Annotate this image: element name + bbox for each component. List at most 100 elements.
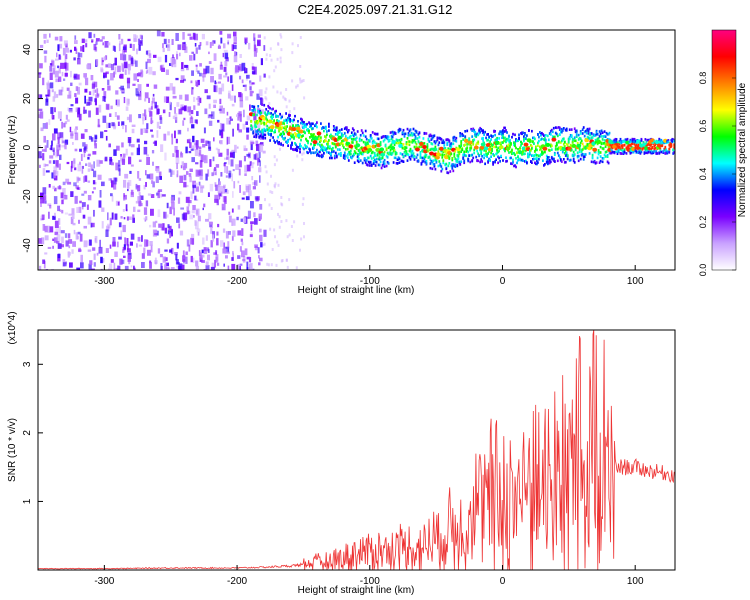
- noise-cell: [202, 143, 206, 148]
- noise-cell: [210, 228, 213, 234]
- noise-cell: [77, 86, 80, 95]
- noise-cell: [57, 243, 62, 249]
- signal-cell: [343, 132, 346, 135]
- noise-cell: [192, 184, 196, 189]
- signal-cell: [544, 138, 547, 142]
- signal-cell: [575, 129, 578, 133]
- noise-cell: [196, 208, 200, 216]
- signal-cell: [295, 124, 297, 127]
- signal-cell: [609, 151, 612, 155]
- signal-cell: [264, 129, 267, 133]
- noise-cell: [242, 217, 247, 223]
- noise-cell: [215, 164, 220, 168]
- signal-cell: [606, 133, 609, 136]
- signal-cell: [265, 117, 268, 120]
- noise-cell: [259, 144, 264, 153]
- noise-cell: [118, 160, 121, 167]
- noise-cell: [120, 230, 123, 237]
- signal-cell: [546, 161, 549, 164]
- signal-cell: [515, 139, 517, 143]
- snr-x-ticks: -300 -200 -100 0 100: [94, 565, 644, 587]
- signal-cell: [283, 122, 285, 125]
- signal-cell: [401, 132, 404, 136]
- signal-cell: [338, 143, 341, 147]
- signal-cell: [646, 151, 649, 155]
- signal-cell: [547, 161, 550, 165]
- signal-cell: [618, 140, 621, 143]
- noise-cell: [249, 262, 253, 270]
- noise-cell: [178, 263, 183, 270]
- signal-cell: [498, 156, 500, 160]
- noise-cell: [158, 223, 162, 228]
- signal-cell: [368, 161, 371, 164]
- noise-cell: [238, 160, 242, 168]
- noise-cell: [224, 248, 228, 254]
- signal-cell: [581, 132, 584, 135]
- signal-cell: [441, 153, 444, 156]
- signal-cell: [313, 143, 315, 147]
- signal-cell: [594, 150, 597, 154]
- signal-peak: [584, 138, 590, 143]
- signal-cell: [431, 137, 434, 140]
- noise-cell: [93, 170, 97, 178]
- signal-cell: [591, 153, 594, 157]
- signal-cell: [570, 134, 573, 137]
- signal-cell: [271, 113, 273, 117]
- signal-cell: [464, 154, 467, 157]
- signal-cell: [266, 118, 269, 122]
- signal-cell: [547, 156, 550, 159]
- noise-cell: [188, 151, 192, 154]
- signal-cell: [308, 129, 310, 133]
- signal-cell: [532, 136, 534, 140]
- signal-cell: [460, 160, 463, 163]
- noise-cell: [258, 167, 262, 173]
- noise-cell: [227, 136, 231, 144]
- signal-cell: [255, 135, 258, 139]
- noise-cell: [55, 78, 59, 83]
- signal-cell: [528, 155, 530, 158]
- signal-cell: [363, 158, 366, 162]
- signal-cell: [305, 137, 307, 141]
- signal-cell: [414, 129, 417, 133]
- noise-cell: [124, 265, 129, 270]
- signal-cell: [287, 144, 289, 147]
- signal-peak: [435, 155, 440, 160]
- signal-cell: [608, 131, 611, 135]
- signal-cell: [452, 169, 455, 173]
- signal-cell: [388, 145, 391, 149]
- noise-cell: [250, 162, 255, 165]
- signal-cell: [390, 137, 393, 141]
- noise-cell: [83, 225, 87, 229]
- signal-cell: [354, 146, 357, 149]
- signal-cell: [505, 129, 507, 132]
- noise-cell: [166, 96, 170, 103]
- noise-cell: [58, 76, 62, 82]
- noise-cell: [188, 173, 192, 177]
- signal-cell: [528, 129, 530, 132]
- signal-cell: [604, 143, 607, 146]
- signal-cell: [323, 129, 325, 133]
- noise-cell: [53, 196, 58, 205]
- noise-cell: [114, 251, 118, 257]
- signal-cell: [324, 135, 326, 138]
- signal-cell: [482, 131, 484, 135]
- noise-cell: [249, 86, 252, 91]
- noise-cell: [221, 123, 225, 132]
- noise-cell: [108, 122, 111, 128]
- noise-cell: [165, 262, 169, 267]
- noise-cell: [108, 178, 112, 181]
- signal-cell: [539, 145, 541, 149]
- signal-cell: [659, 139, 662, 143]
- noise-cell: [132, 217, 135, 223]
- signal-cell: [604, 145, 607, 148]
- signal-cell: [512, 132, 514, 136]
- noise-cell: [46, 82, 50, 86]
- noise-cell: [200, 185, 205, 189]
- signal-cell: [460, 144, 463, 147]
- noise-cell: [181, 161, 184, 167]
- signal-cell: [332, 150, 335, 153]
- signal-cell: [396, 162, 399, 165]
- noise-cell: [110, 259, 114, 263]
- noise-cell: [58, 144, 61, 151]
- signal-cell: [379, 143, 382, 147]
